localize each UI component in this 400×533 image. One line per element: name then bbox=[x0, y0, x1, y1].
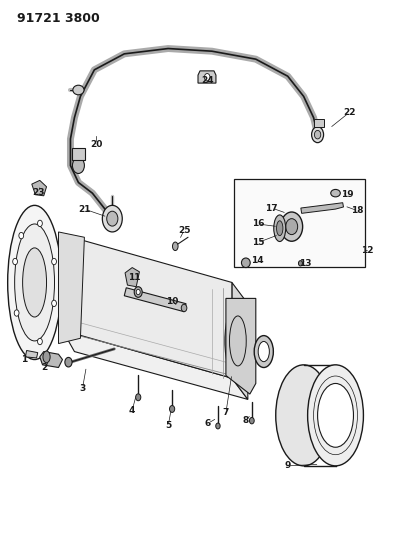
Ellipse shape bbox=[102, 205, 122, 232]
Text: 4: 4 bbox=[129, 406, 136, 415]
Text: 12: 12 bbox=[361, 246, 374, 255]
Ellipse shape bbox=[318, 383, 354, 447]
Bar bbox=[234, 179, 366, 266]
Polygon shape bbox=[26, 351, 38, 358]
Polygon shape bbox=[301, 203, 344, 213]
Text: 13: 13 bbox=[299, 260, 312, 268]
Ellipse shape bbox=[230, 316, 246, 366]
Polygon shape bbox=[226, 298, 256, 394]
Text: 91721 3800: 91721 3800 bbox=[17, 12, 99, 26]
Polygon shape bbox=[232, 282, 248, 399]
Ellipse shape bbox=[52, 259, 56, 265]
Text: 15: 15 bbox=[252, 238, 264, 247]
Text: 2: 2 bbox=[42, 363, 48, 372]
Ellipse shape bbox=[13, 259, 18, 265]
Ellipse shape bbox=[242, 258, 250, 268]
Text: 11: 11 bbox=[128, 273, 140, 281]
Text: 1: 1 bbox=[22, 355, 28, 364]
Ellipse shape bbox=[276, 365, 332, 466]
Text: 25: 25 bbox=[178, 226, 190, 235]
Polygon shape bbox=[198, 71, 216, 83]
Bar bbox=[72, 149, 85, 160]
Ellipse shape bbox=[65, 358, 72, 367]
Ellipse shape bbox=[276, 221, 283, 236]
Polygon shape bbox=[125, 268, 140, 287]
Ellipse shape bbox=[72, 158, 84, 173]
Polygon shape bbox=[124, 288, 186, 312]
Ellipse shape bbox=[298, 261, 302, 266]
Ellipse shape bbox=[258, 342, 269, 362]
Text: 18: 18 bbox=[351, 206, 364, 215]
Ellipse shape bbox=[136, 394, 141, 401]
Ellipse shape bbox=[225, 302, 251, 379]
Ellipse shape bbox=[107, 211, 118, 226]
Ellipse shape bbox=[314, 131, 321, 139]
Ellipse shape bbox=[250, 417, 254, 424]
Ellipse shape bbox=[136, 289, 140, 295]
Bar bbox=[314, 119, 324, 127]
Ellipse shape bbox=[38, 338, 42, 345]
Text: 23: 23 bbox=[32, 188, 45, 197]
Polygon shape bbox=[58, 232, 84, 344]
Ellipse shape bbox=[15, 224, 54, 341]
Text: 14: 14 bbox=[252, 256, 264, 264]
Ellipse shape bbox=[274, 215, 286, 241]
Ellipse shape bbox=[73, 85, 84, 95]
Text: 7: 7 bbox=[223, 408, 229, 417]
Ellipse shape bbox=[204, 74, 210, 81]
Text: 3: 3 bbox=[79, 384, 86, 393]
Ellipse shape bbox=[52, 300, 56, 306]
Text: 10: 10 bbox=[166, 296, 178, 305]
Ellipse shape bbox=[331, 189, 340, 197]
Text: 22: 22 bbox=[343, 108, 356, 117]
Ellipse shape bbox=[14, 310, 19, 316]
Text: 5: 5 bbox=[165, 422, 171, 431]
Ellipse shape bbox=[254, 336, 273, 368]
Polygon shape bbox=[32, 180, 46, 196]
Ellipse shape bbox=[170, 406, 175, 413]
Text: 17: 17 bbox=[266, 204, 278, 213]
Text: 19: 19 bbox=[341, 190, 354, 199]
Text: 6: 6 bbox=[205, 419, 211, 428]
Ellipse shape bbox=[312, 127, 324, 143]
Text: 20: 20 bbox=[90, 140, 102, 149]
Text: 21: 21 bbox=[78, 205, 91, 214]
Ellipse shape bbox=[181, 304, 187, 312]
Polygon shape bbox=[62, 235, 232, 378]
Ellipse shape bbox=[134, 287, 142, 297]
Ellipse shape bbox=[43, 351, 50, 363]
Ellipse shape bbox=[8, 205, 62, 360]
Ellipse shape bbox=[308, 365, 364, 466]
Text: 16: 16 bbox=[252, 220, 264, 229]
Text: 8: 8 bbox=[243, 416, 249, 425]
Ellipse shape bbox=[172, 242, 178, 251]
Polygon shape bbox=[62, 330, 248, 399]
Text: 24: 24 bbox=[202, 76, 214, 85]
Ellipse shape bbox=[19, 232, 24, 239]
Ellipse shape bbox=[38, 220, 42, 227]
Ellipse shape bbox=[23, 248, 46, 317]
Text: 9: 9 bbox=[284, 462, 291, 470]
Ellipse shape bbox=[216, 423, 220, 429]
Polygon shape bbox=[40, 352, 62, 368]
Ellipse shape bbox=[281, 212, 303, 241]
Ellipse shape bbox=[286, 219, 298, 235]
